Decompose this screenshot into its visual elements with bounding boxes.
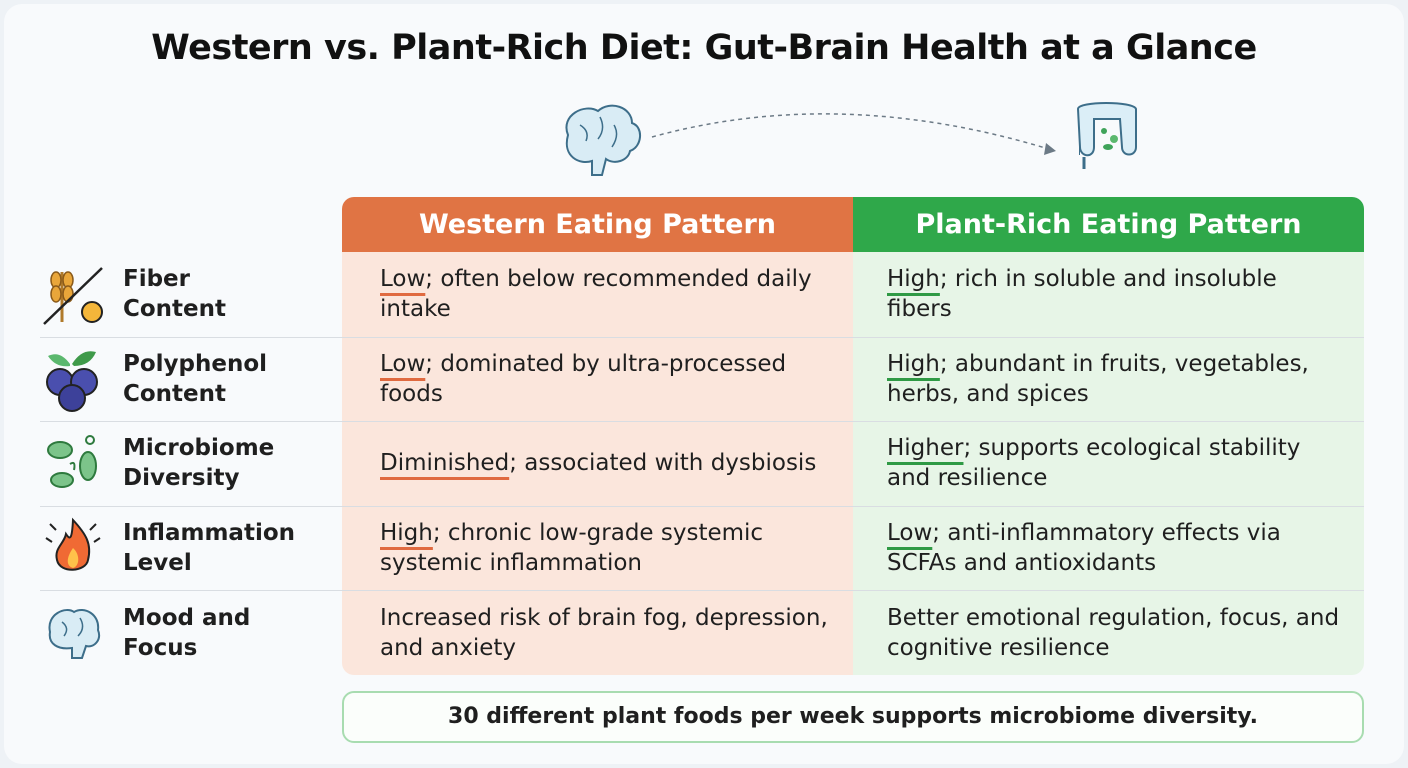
polyphenol-icon: [46, 351, 98, 412]
table-cell: Diminished; associated with dysbiosis: [380, 421, 842, 506]
cell-text: Low; dominated by ultra-processed foods: [380, 349, 842, 409]
cell-text: High; abundant in fruits, vegetables, he…: [887, 349, 1347, 409]
cell-text: High; chronic low-grade systemic systemi…: [380, 518, 842, 578]
column-header: Plant-Rich Eating Pattern: [853, 197, 1364, 252]
cell-detail: ; often below recommended daily intake: [380, 266, 812, 323]
table-cell: Low; dominated by ultra-processed foods: [380, 337, 842, 422]
table-cell: Low; often below recommended daily intak…: [380, 252, 842, 337]
cell-detail: ; anti-inflammatory effects via SCFAs an…: [887, 520, 1281, 577]
row-label: Fiber Content: [123, 252, 226, 337]
table-cell: High; chronic low-grade systemic systemi…: [380, 506, 842, 591]
cell-detail: ; supports ecological stability and resi…: [887, 435, 1301, 492]
table-cell: Higher; supports ecological stability an…: [887, 421, 1347, 506]
row-label-line: Focus: [123, 634, 198, 661]
table-cell: High; rich in soluble and insoluble fibe…: [887, 252, 1347, 337]
cell-keyword: Diminished: [380, 450, 510, 477]
table-cell: High; abundant in fruits, vegetables, he…: [887, 337, 1347, 422]
table-cell: Low; anti-inflammatory effects via SCFAs…: [887, 506, 1347, 591]
cell-keyword: High: [887, 266, 940, 293]
row-label: Inflammation Level: [123, 506, 295, 591]
cell-text: Low; anti-inflammatory effects via SCFAs…: [887, 518, 1347, 578]
cell-text: Low; often below recommended daily intak…: [380, 264, 842, 324]
cell-text: Diminished; associated with dysbiosis: [380, 448, 816, 478]
cell-text: Better emotional regulation, focus, and …: [887, 603, 1347, 663]
row-label-line: Fiber: [123, 266, 191, 293]
gut-icon: [1076, 102, 1137, 169]
table-cell: Increased risk of brain fog, depression,…: [380, 590, 842, 675]
row-label: Mood and Focus: [123, 590, 250, 675]
cell-keyword: Low: [887, 520, 933, 547]
cell-keyword: Low: [380, 350, 426, 377]
row-label: Microbiome Diversity: [123, 421, 274, 506]
row-label-line: Mood and: [123, 604, 251, 631]
row-label-line: Polyphenol: [123, 350, 268, 377]
cell-keyword: High: [380, 520, 433, 547]
table-cell: Better emotional regulation, focus, and …: [887, 590, 1347, 675]
title: Western vs. Plant-Rich Diet: Gut-Brain H…: [151, 28, 1257, 68]
cell-detail: ; rich in soluble and insoluble fibers: [887, 266, 1277, 323]
footer-note: 30 different plant foods per week suppor…: [342, 691, 1364, 743]
cell-detail: Increased risk of brain fog, depression,…: [380, 604, 828, 661]
cell-keyword: High: [887, 350, 940, 377]
cell-text: High; rich in soluble and insoluble fibe…: [887, 264, 1347, 324]
cell-detail: Better emotional regulation, focus, and …: [887, 604, 1340, 661]
row-separator: [40, 421, 1364, 423]
inflammation-icon: [45, 517, 101, 571]
cell-detail: ; dominated by ultra-processed foods: [380, 350, 787, 407]
row-separator: [40, 505, 1364, 507]
row-label-line: Level: [123, 550, 192, 577]
cell-text: Increased risk of brain fog, depression,…: [380, 603, 842, 663]
row-label-line: Diversity: [123, 465, 240, 492]
plant-column: [853, 252, 1364, 675]
mood-icon: [48, 609, 100, 659]
row-label-line: Content: [123, 380, 227, 407]
row-label-line: Microbiome: [123, 435, 275, 462]
cell-text: Higher; supports ecological stability an…: [887, 433, 1347, 493]
cell-detail: ; chronic low-grade systemic systemic in…: [380, 520, 764, 577]
row-separator: [40, 336, 1364, 338]
cell-detail: ; abundant in fruits, vegetables, herbs,…: [887, 350, 1309, 407]
western-column: [342, 252, 853, 675]
column-header: Western Eating Pattern: [342, 197, 853, 252]
row-label-line: Content: [123, 296, 227, 323]
microbiome-icon: [47, 435, 97, 488]
row-separator: [40, 590, 1364, 592]
fiber-icon: [43, 267, 103, 325]
cell-detail: ; associated with dysbiosis: [509, 450, 817, 477]
row-label: Polyphenol Content: [123, 337, 267, 422]
row-label-line: Inflammation: [123, 520, 296, 547]
gut-brain-illustration: [565, 104, 1080, 176]
cell-keyword: Low: [380, 266, 426, 293]
cell-keyword: Higher: [887, 435, 964, 462]
